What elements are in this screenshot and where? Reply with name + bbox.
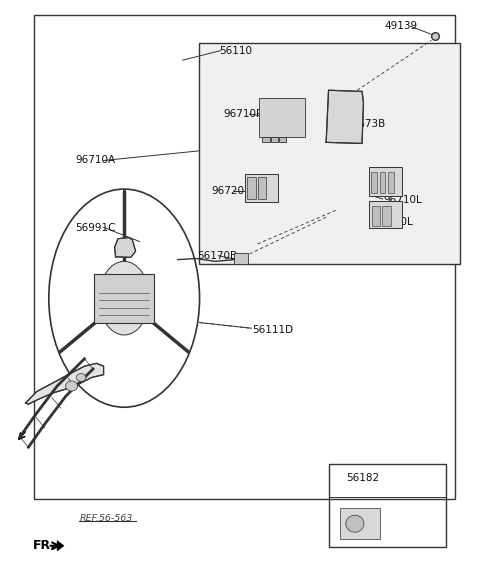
Polygon shape xyxy=(25,364,104,404)
Bar xyxy=(380,172,385,193)
Text: 96720L: 96720L xyxy=(374,216,413,227)
Bar xyxy=(234,253,248,264)
Text: 56991C: 56991C xyxy=(75,223,115,233)
Bar xyxy=(271,137,278,143)
Bar xyxy=(382,206,391,225)
Text: 49139: 49139 xyxy=(384,21,417,31)
Ellipse shape xyxy=(99,261,149,335)
Bar xyxy=(94,274,154,323)
Bar xyxy=(279,137,287,143)
Text: 56110: 56110 xyxy=(219,45,252,56)
Text: FR.: FR. xyxy=(33,539,56,552)
Ellipse shape xyxy=(346,515,364,532)
Bar xyxy=(34,15,456,499)
Polygon shape xyxy=(57,541,64,551)
Bar xyxy=(258,177,266,199)
Text: REF.56-563: REF.56-563 xyxy=(80,513,133,523)
Text: 96710R: 96710R xyxy=(224,109,264,119)
Bar xyxy=(369,167,402,196)
Bar xyxy=(372,206,380,225)
Bar xyxy=(199,43,460,264)
Bar xyxy=(247,177,256,199)
Text: 84673B: 84673B xyxy=(345,119,385,128)
Text: 96720R: 96720R xyxy=(211,186,252,195)
Bar xyxy=(371,172,377,193)
Bar xyxy=(245,173,278,202)
Polygon shape xyxy=(115,237,136,257)
Bar xyxy=(259,98,305,137)
Bar xyxy=(369,201,402,228)
Polygon shape xyxy=(326,90,363,144)
Ellipse shape xyxy=(76,374,86,382)
Ellipse shape xyxy=(66,381,77,391)
Text: 56170B: 56170B xyxy=(197,250,237,261)
Bar xyxy=(388,172,394,193)
Bar xyxy=(339,508,380,539)
Text: 96710A: 96710A xyxy=(75,156,115,165)
Text: 56182: 56182 xyxy=(346,473,379,483)
Text: 96710L: 96710L xyxy=(384,195,422,205)
Bar xyxy=(263,137,270,143)
Bar xyxy=(328,463,446,548)
Text: 56111D: 56111D xyxy=(252,325,293,336)
